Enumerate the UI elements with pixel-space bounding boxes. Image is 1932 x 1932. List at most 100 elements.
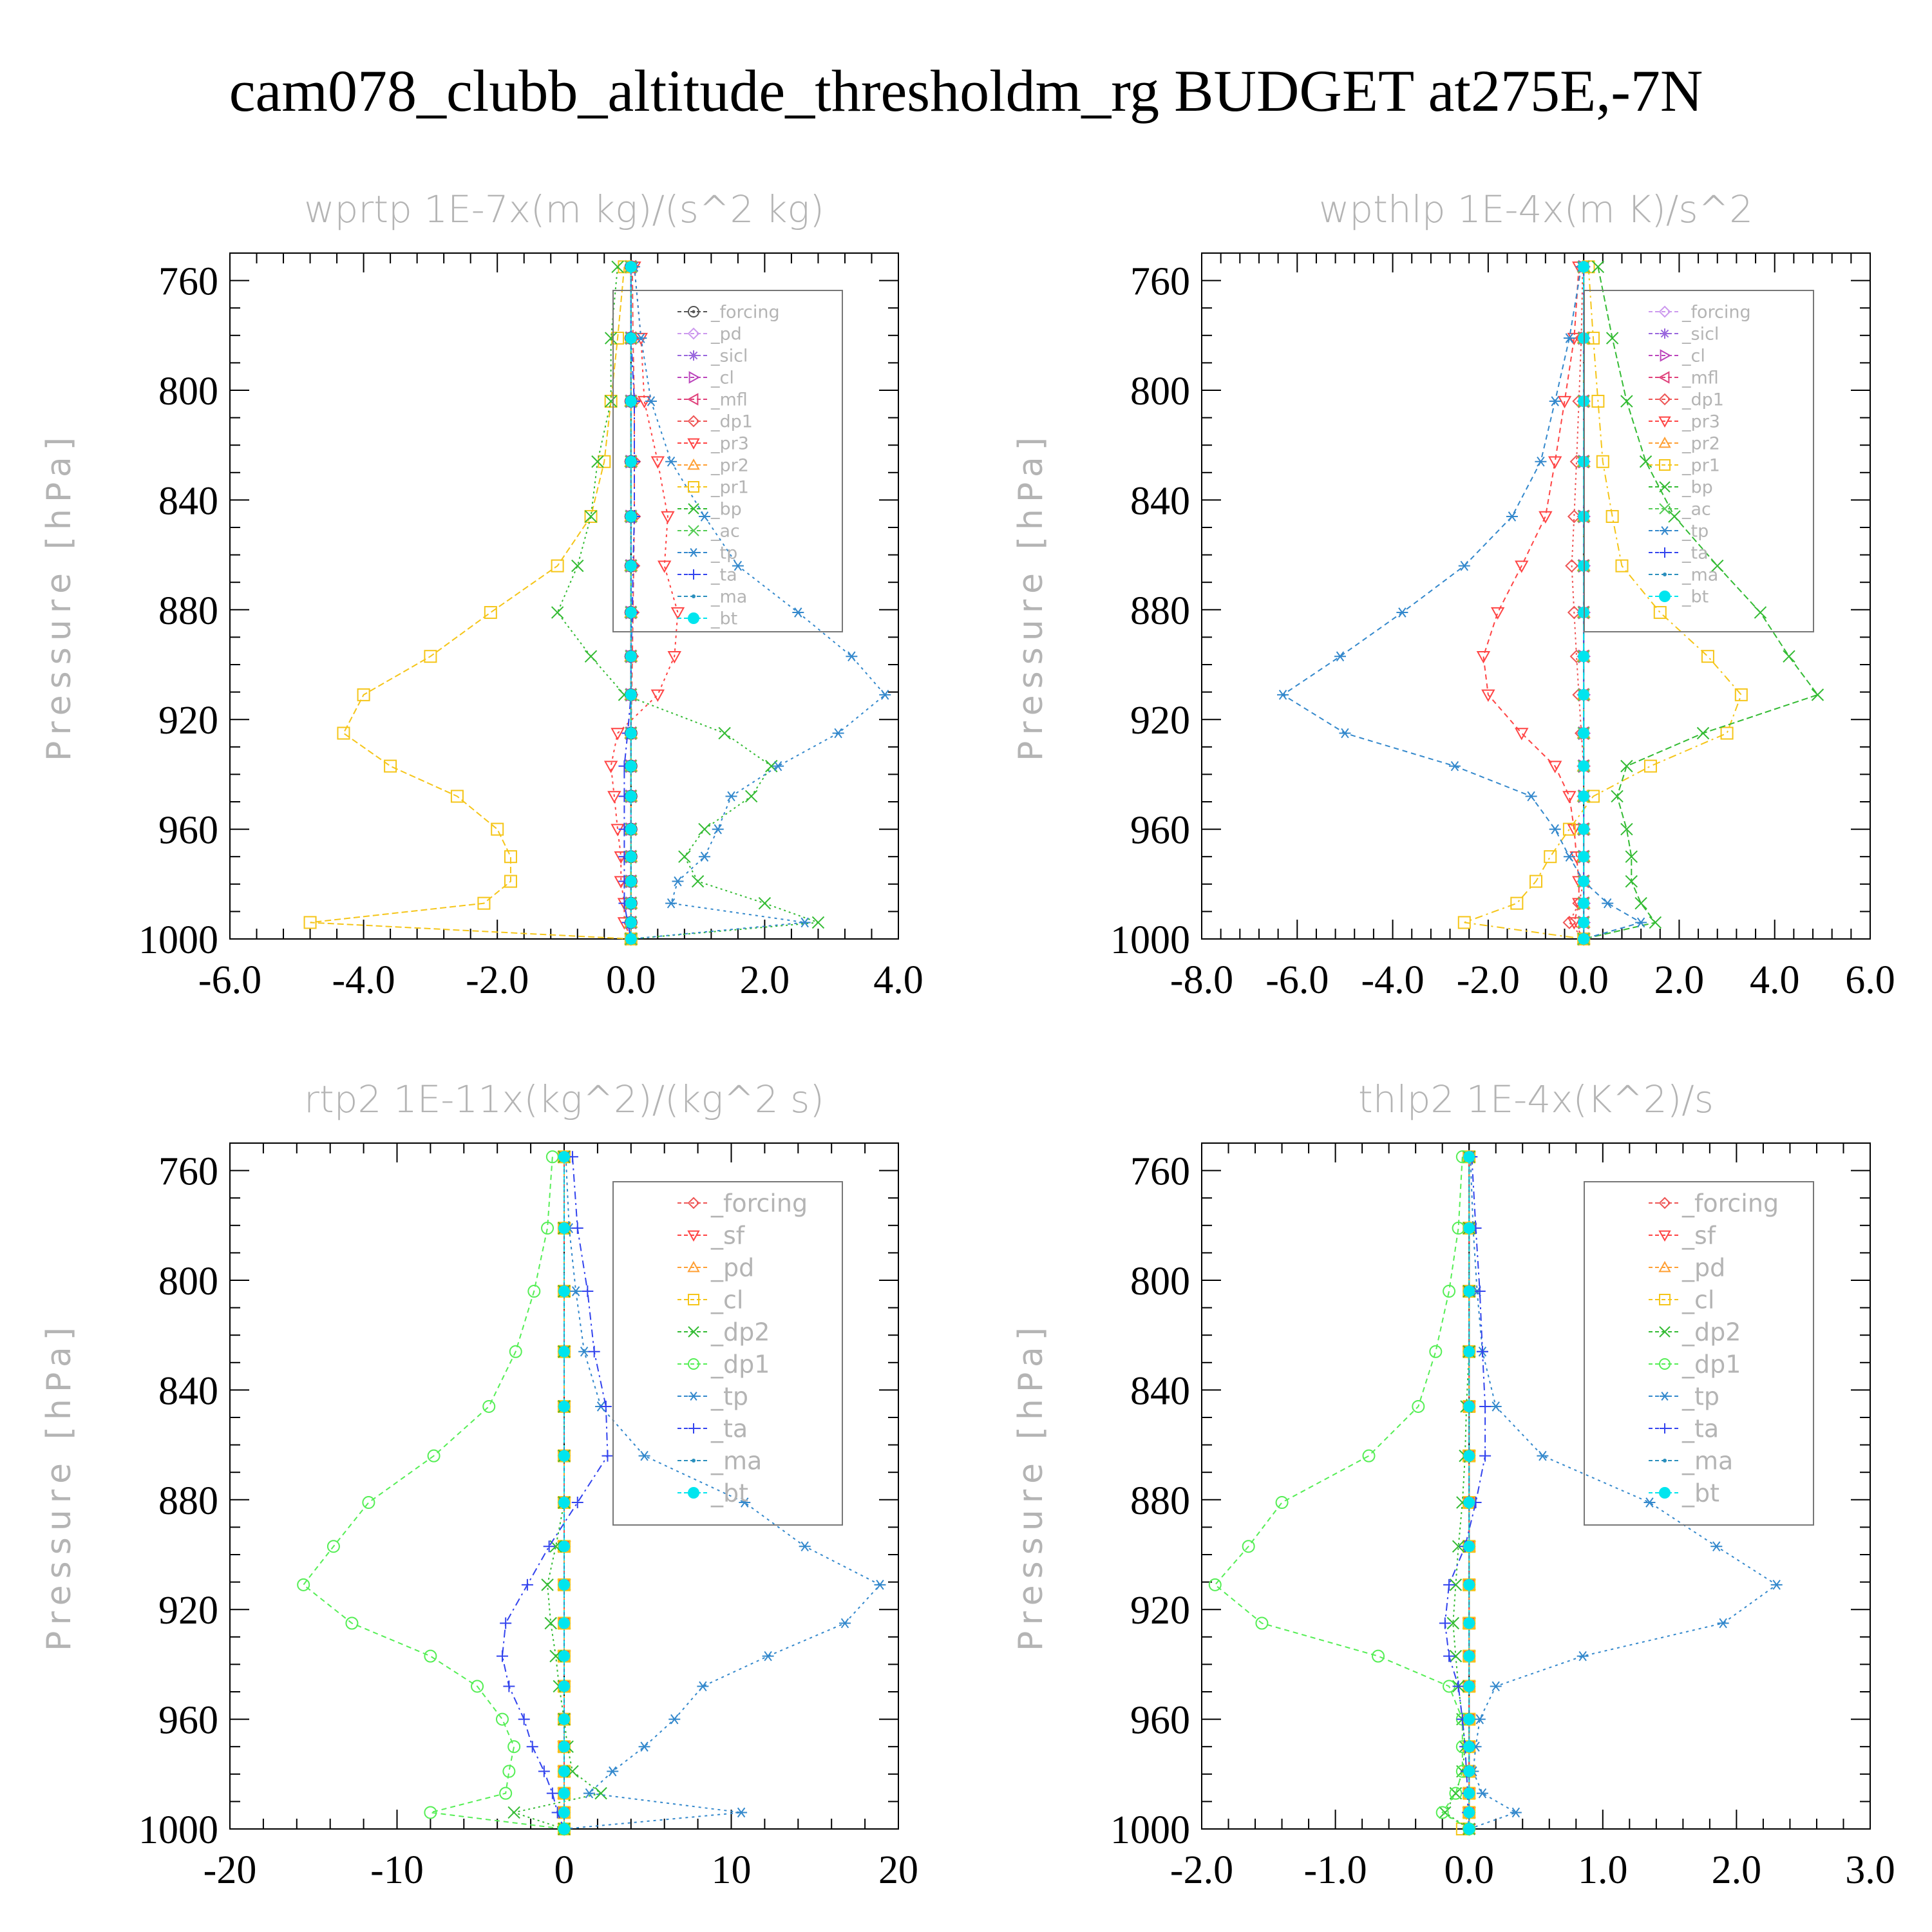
marker-asterisk bbox=[1549, 824, 1561, 835]
marker-asterisk bbox=[732, 560, 744, 571]
series-line bbox=[310, 267, 631, 940]
series-ta bbox=[1439, 1151, 1492, 1835]
marker-asterisk bbox=[799, 1541, 811, 1552]
marker-circle bbox=[1412, 1399, 1425, 1413]
legend: _forcing _sf _pd _cl _dp2 _dp1 _tp _ta _ma _bt bbox=[612, 1181, 843, 1526]
legend-entry: _pr1 bbox=[1649, 455, 1720, 475]
legend-entry: _pd bbox=[677, 1253, 754, 1282]
marker-circle bbox=[482, 1399, 496, 1413]
marker-filled-circle bbox=[625, 455, 637, 468]
marker-diamond bbox=[1562, 916, 1577, 929]
marker-circle bbox=[1449, 1786, 1463, 1800]
marker-asterisk bbox=[1490, 1401, 1502, 1412]
marker-plus bbox=[582, 1285, 594, 1298]
marker-filled-circle bbox=[1578, 875, 1590, 887]
series-dp2 bbox=[507, 1150, 607, 1835]
panel-4: thlp2 1E-4x(K^2)/s Pressure [hPa] 760 800 84… bbox=[1012, 1077, 1895, 1892]
marker-plus bbox=[503, 1680, 515, 1692]
marker-asterisk bbox=[1506, 511, 1518, 522]
legend-label: _sf bbox=[1681, 1221, 1717, 1249]
marker-filled-circle bbox=[625, 916, 637, 929]
marker-tri-down bbox=[687, 1230, 700, 1242]
marker-tri-down bbox=[1658, 416, 1671, 428]
legend-entry: _dp2 bbox=[677, 1318, 770, 1346]
marker-tri-down bbox=[1658, 1230, 1671, 1242]
marker-circle bbox=[1435, 1806, 1449, 1819]
marker-tri-down bbox=[650, 689, 665, 702]
marker-x bbox=[541, 1578, 554, 1591]
marker-asterisk bbox=[672, 876, 684, 887]
marker-x bbox=[688, 503, 699, 515]
panel-title: wpthlp 1E-4x(m K)/s^2 bbox=[1319, 187, 1753, 231]
legend-label: _tp bbox=[1681, 1382, 1719, 1410]
legend-label: _ma bbox=[1681, 565, 1718, 585]
y-tick-label: 760 bbox=[1130, 260, 1190, 304]
legend-label: _bt bbox=[710, 609, 737, 629]
marker-tri-down bbox=[1481, 689, 1495, 702]
series-line bbox=[556, 267, 819, 940]
plot-frame bbox=[229, 252, 899, 940]
marker-diamond bbox=[1658, 393, 1671, 406]
marker-circle bbox=[1659, 1358, 1671, 1370]
series-line bbox=[1568, 267, 1585, 940]
marker-square bbox=[1605, 509, 1619, 523]
legend-label: _dp2 bbox=[1681, 1318, 1741, 1346]
series-tp bbox=[1277, 261, 1647, 944]
marker-plus bbox=[521, 1578, 533, 1591]
marker-x bbox=[1754, 606, 1767, 619]
marker-circle bbox=[688, 1358, 699, 1370]
legend-entry: _tp bbox=[1649, 521, 1709, 541]
marker-plus bbox=[688, 569, 699, 580]
marker-tri-down bbox=[1557, 395, 1572, 409]
x-tick-label: 0.0 bbox=[1558, 958, 1609, 1002]
marker-filled-circle bbox=[1463, 1713, 1475, 1725]
legend-entry: _dp2 bbox=[1649, 1318, 1741, 1346]
x-tick-label: 2.0 bbox=[740, 958, 790, 1002]
marker-x bbox=[1811, 688, 1824, 701]
legend-entry: _forcing bbox=[1649, 1189, 1779, 1217]
marker-filled-circle bbox=[1463, 1823, 1475, 1835]
series-pr1 bbox=[303, 260, 638, 945]
x-tick-label: 0.0 bbox=[606, 958, 656, 1002]
legend-entry: _bt bbox=[677, 609, 737, 629]
marker-asterisk bbox=[735, 1807, 748, 1818]
marker-x bbox=[594, 1786, 607, 1800]
series-line bbox=[610, 267, 679, 940]
marker-x bbox=[1625, 875, 1638, 888]
marker-x bbox=[507, 1806, 520, 1819]
legend-entry: _ac bbox=[677, 521, 740, 541]
legend-entry: _cl bbox=[1649, 1285, 1714, 1314]
marker-filled-circle bbox=[1463, 1222, 1475, 1235]
marker-square bbox=[357, 688, 370, 701]
marker-square bbox=[1457, 916, 1471, 929]
marker-x bbox=[1620, 395, 1633, 408]
y-tick-label: 760 bbox=[158, 1150, 218, 1194]
marker-circle bbox=[1443, 1285, 1456, 1298]
legend-label: _forcing bbox=[1681, 1189, 1779, 1217]
marker-tri-down bbox=[687, 438, 700, 450]
legend-entry: _dp1 bbox=[1649, 1350, 1741, 1378]
marker-filled-circle bbox=[1578, 851, 1590, 863]
marker-tri-down bbox=[658, 560, 672, 573]
marker-filled-circle bbox=[1463, 1578, 1475, 1591]
x-tick-label: 2.0 bbox=[1654, 958, 1705, 1002]
marker-asterisk bbox=[792, 607, 804, 618]
legend-label: _bt bbox=[1681, 587, 1709, 607]
x-tick-label: -1.0 bbox=[1304, 1848, 1367, 1892]
marker-asterisk bbox=[665, 456, 677, 467]
marker-tri-down bbox=[1562, 791, 1577, 804]
marker-asterisk bbox=[772, 761, 784, 772]
series-bt bbox=[625, 261, 637, 945]
plot-frame bbox=[1201, 252, 1871, 940]
marker-circle bbox=[327, 1540, 340, 1553]
legend-box bbox=[612, 290, 843, 632]
y-tick-label: 960 bbox=[1130, 809, 1190, 853]
marker-asterisk bbox=[1660, 1392, 1670, 1401]
marker-filled-circle bbox=[688, 612, 699, 624]
legend-label: _bp bbox=[710, 499, 742, 519]
legend-label: _mfl bbox=[1681, 368, 1719, 388]
y-tick-label: 960 bbox=[158, 1699, 218, 1743]
marker-filled-circle bbox=[1463, 1345, 1475, 1358]
marker-filled-circle bbox=[1578, 916, 1590, 929]
marker-square bbox=[504, 850, 517, 864]
